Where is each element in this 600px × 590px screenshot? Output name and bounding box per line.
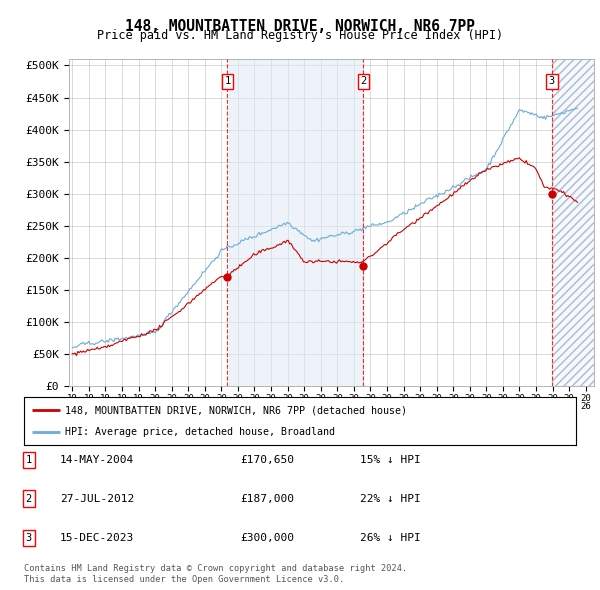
Text: £170,650: £170,650: [240, 455, 294, 465]
Text: 26% ↓ HPI: 26% ↓ HPI: [360, 533, 421, 543]
Text: 22% ↓ HPI: 22% ↓ HPI: [360, 494, 421, 503]
Text: 15% ↓ HPI: 15% ↓ HPI: [360, 455, 421, 465]
Text: 3: 3: [26, 533, 32, 543]
Text: 148, MOUNTBATTEN DRIVE, NORWICH, NR6 7PP (detached house): 148, MOUNTBATTEN DRIVE, NORWICH, NR6 7PP…: [65, 405, 407, 415]
Bar: [552, 59, 594, 386]
Text: 3: 3: [549, 77, 555, 87]
Text: 14-MAY-2004: 14-MAY-2004: [60, 455, 134, 465]
Text: £187,000: £187,000: [240, 494, 294, 503]
Text: 15-DEC-2023: 15-DEC-2023: [60, 533, 134, 543]
Text: Contains HM Land Registry data © Crown copyright and database right 2024.: Contains HM Land Registry data © Crown c…: [24, 565, 407, 573]
Bar: [552, 59, 594, 386]
Text: 2: 2: [360, 77, 367, 87]
Text: 1: 1: [26, 455, 32, 465]
Text: 1: 1: [224, 77, 230, 87]
Text: 2: 2: [26, 494, 32, 503]
Text: This data is licensed under the Open Government Licence v3.0.: This data is licensed under the Open Gov…: [24, 575, 344, 584]
Text: 148, MOUNTBATTEN DRIVE, NORWICH, NR6 7PP: 148, MOUNTBATTEN DRIVE, NORWICH, NR6 7PP: [125, 19, 475, 34]
Text: HPI: Average price, detached house, Broadland: HPI: Average price, detached house, Broa…: [65, 427, 335, 437]
Text: 27-JUL-2012: 27-JUL-2012: [60, 494, 134, 503]
Text: £300,000: £300,000: [240, 533, 294, 543]
Text: Price paid vs. HM Land Registry's House Price Index (HPI): Price paid vs. HM Land Registry's House …: [97, 30, 503, 42]
